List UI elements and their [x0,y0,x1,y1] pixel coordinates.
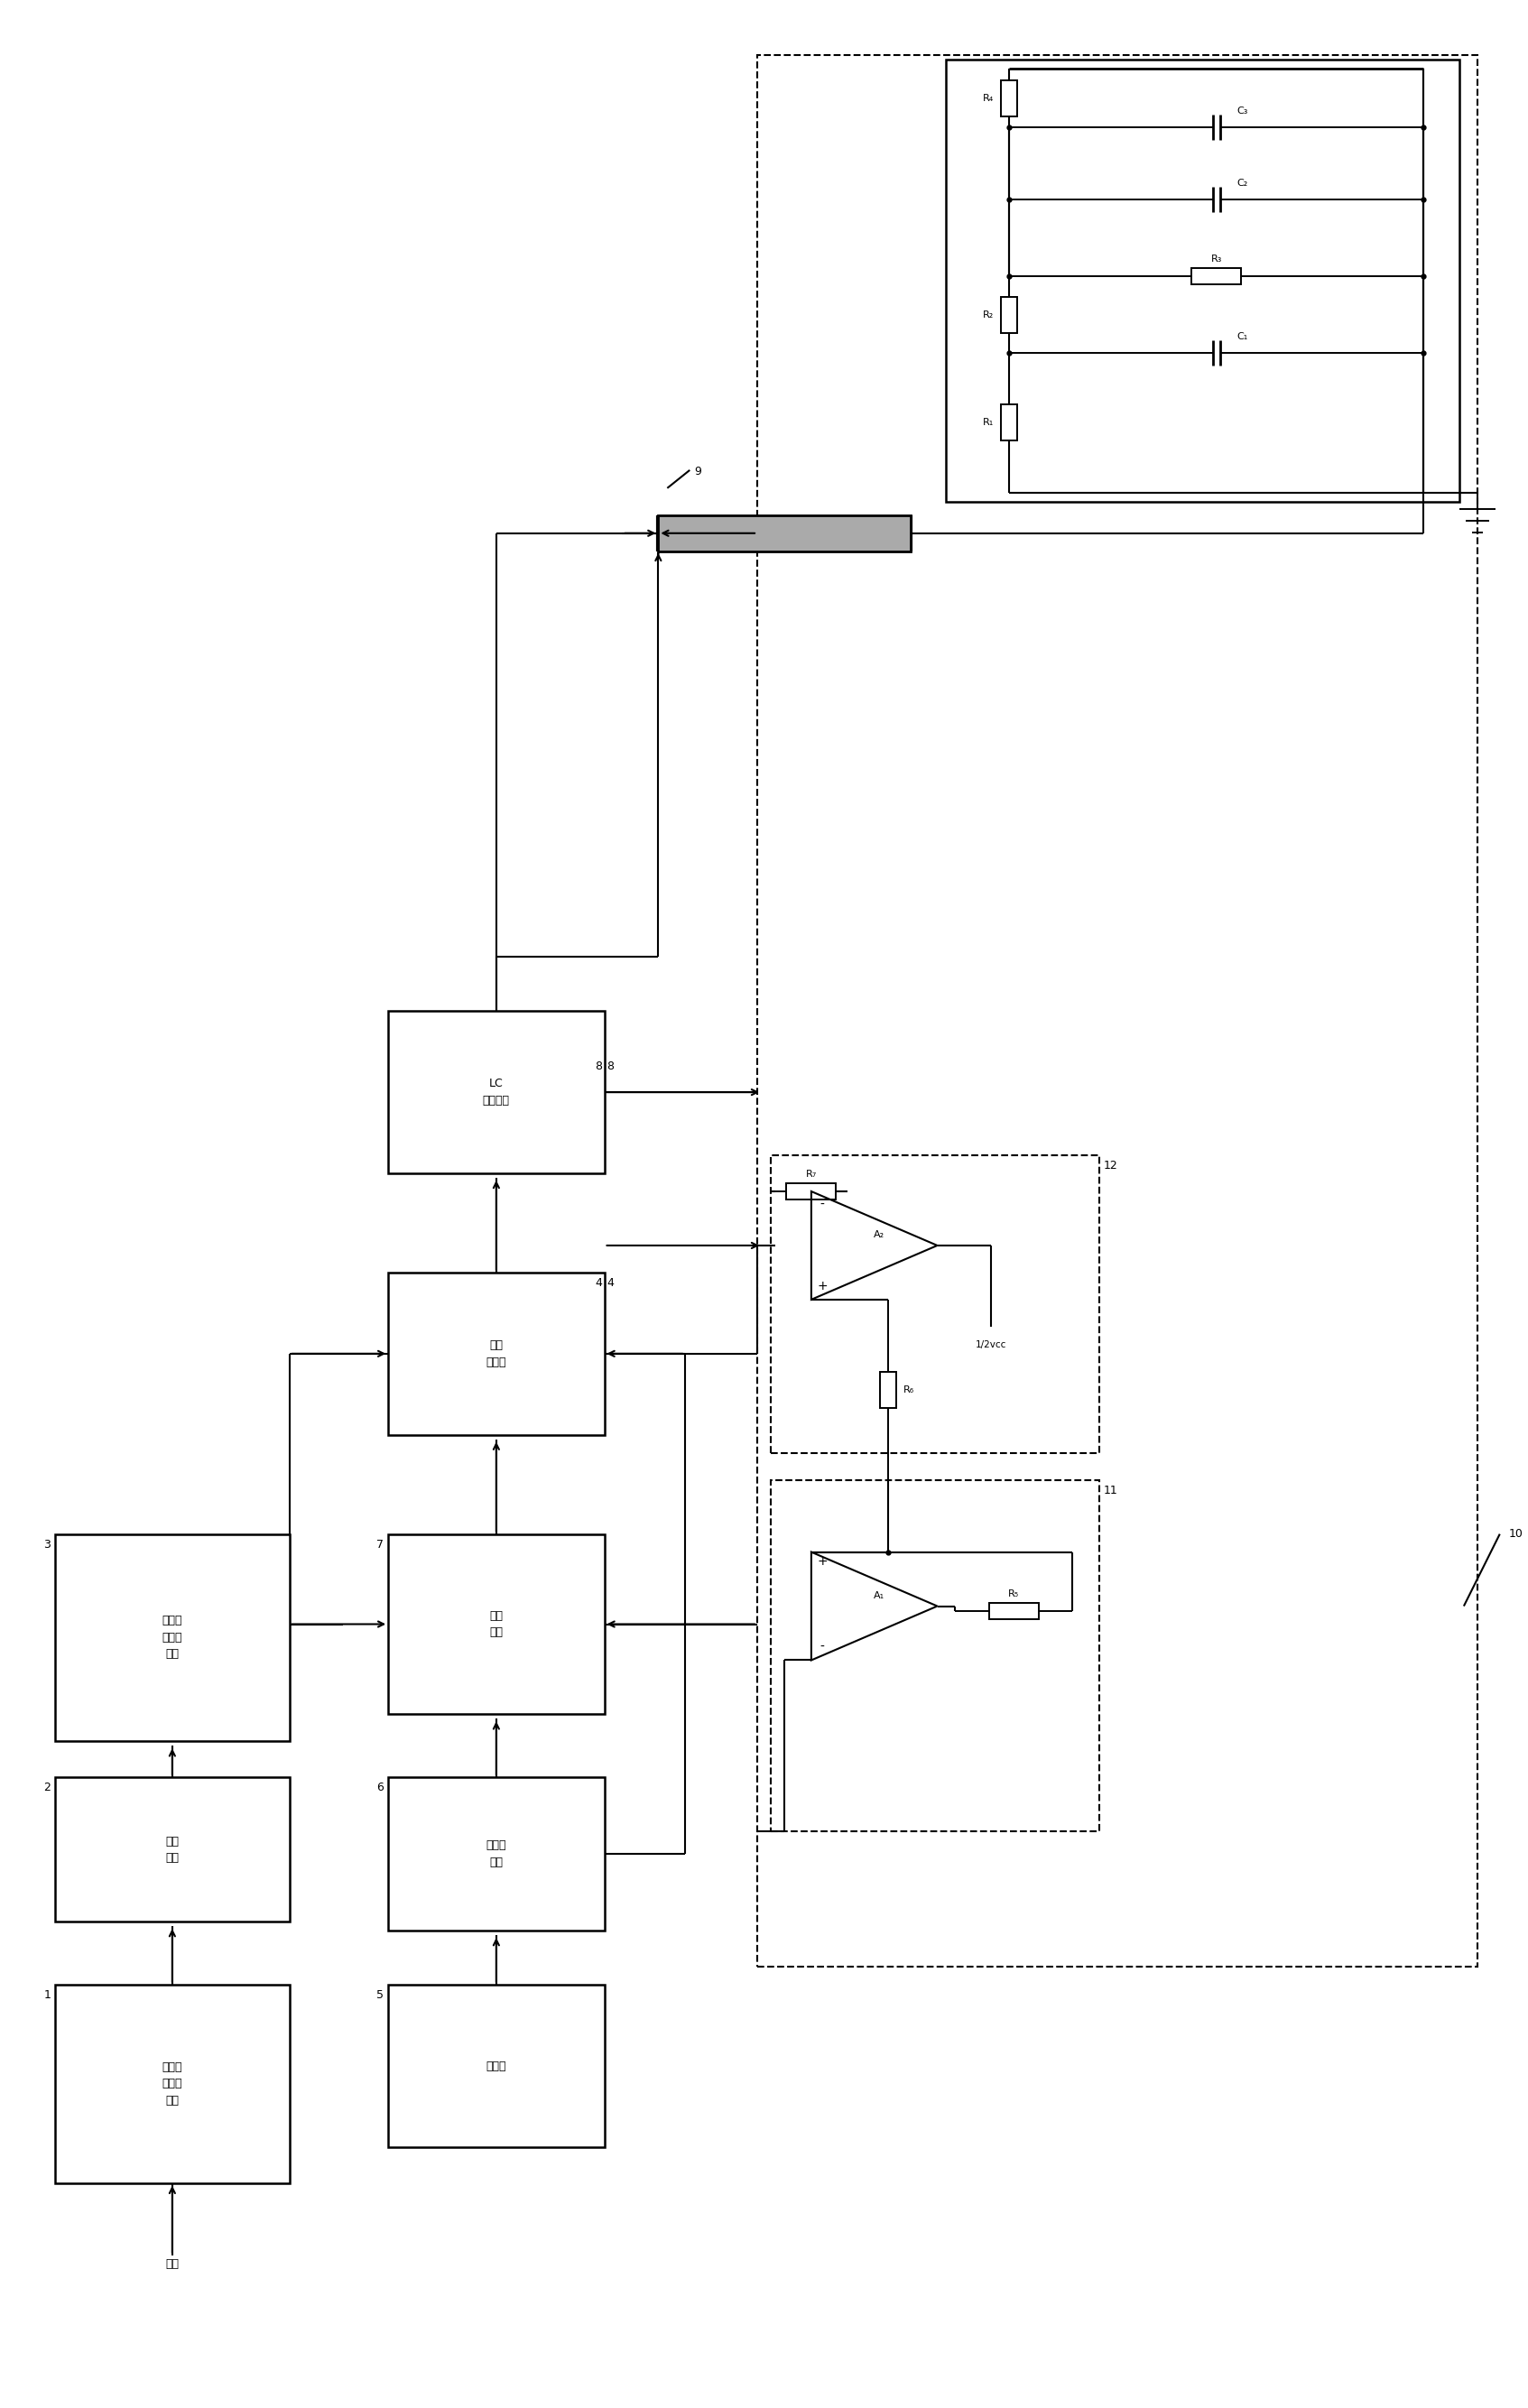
Text: 压控
振荡器: 压控 振荡器 [486,1339,506,1368]
Text: 4: 4 [607,1276,614,1288]
Text: R₁: R₁ [983,419,995,426]
Text: 9: 9 [694,465,701,477]
Text: 抗电磁
干扰滤
波器: 抗电磁 干扰滤 波器 [162,2061,182,2107]
Text: 功率因
数校正
电路: 功率因 数校正 电路 [162,1616,182,1659]
Text: 8: 8 [596,1060,602,1072]
Text: R₅: R₅ [1008,1589,1019,1599]
Text: R₃: R₃ [1210,255,1222,262]
Text: A₂: A₂ [874,1230,885,1240]
Text: 衰减
电路: 衰减 电路 [489,1611,503,1637]
Bar [55,1534,289,1741]
Text: 电源: 电源 [165,2259,179,2271]
Text: 11: 11 [1103,1483,1118,1495]
Text: 3: 3 [44,1539,50,1551]
Text: 4: 4 [596,1276,602,1288]
Text: 调光器
电路: 调光器 电路 [486,1840,506,1869]
Text: 12: 12 [1103,1161,1118,1173]
Text: R₇: R₇ [805,1170,817,1180]
Bar [880,1373,895,1409]
Bar [1192,267,1241,284]
Bar [388,1777,604,1931]
Text: +: + [817,1279,827,1293]
Text: C₂: C₂ [1236,178,1248,188]
Text: 1/2vcc: 1/2vcc [976,1341,1007,1348]
Bar [1001,405,1018,441]
Text: A₁: A₁ [874,1592,885,1599]
Bar [388,1011,604,1173]
Text: 5: 5 [376,1989,384,2001]
Text: 10: 10 [1508,1529,1523,1539]
Bar [55,1984,289,2184]
Text: 1: 1 [44,1989,50,2001]
Bar [787,1182,836,1199]
Text: 2: 2 [44,1782,50,1794]
Bar [659,515,911,551]
Bar [946,60,1459,501]
Text: 8: 8 [607,1060,614,1072]
Bar [388,1534,604,1714]
Text: 6: 6 [377,1782,384,1794]
Text: +: + [817,1556,827,1568]
Bar [388,1271,604,1435]
Text: 7: 7 [376,1539,384,1551]
Bar [770,1156,1099,1452]
Text: R₄: R₄ [983,94,995,104]
Text: C₁: C₁ [1236,332,1248,342]
Text: R₆: R₆ [903,1385,914,1394]
Bar [758,55,1478,1967]
Bar [55,1777,289,1922]
Text: C₃: C₃ [1236,106,1248,116]
Bar [770,1481,1099,1832]
Text: -: - [821,1199,824,1211]
Bar [1001,79,1018,116]
Text: -: - [821,1640,824,1652]
Text: LC
谐振电路: LC 谐振电路 [483,1079,510,1105]
Text: R₂: R₂ [983,311,995,320]
Bar [1001,296,1018,332]
Bar [989,1601,1039,1618]
Bar [388,1984,604,2148]
Text: 整流
电路: 整流 电路 [165,1835,179,1864]
Text: 调光器: 调光器 [486,2061,506,2071]
